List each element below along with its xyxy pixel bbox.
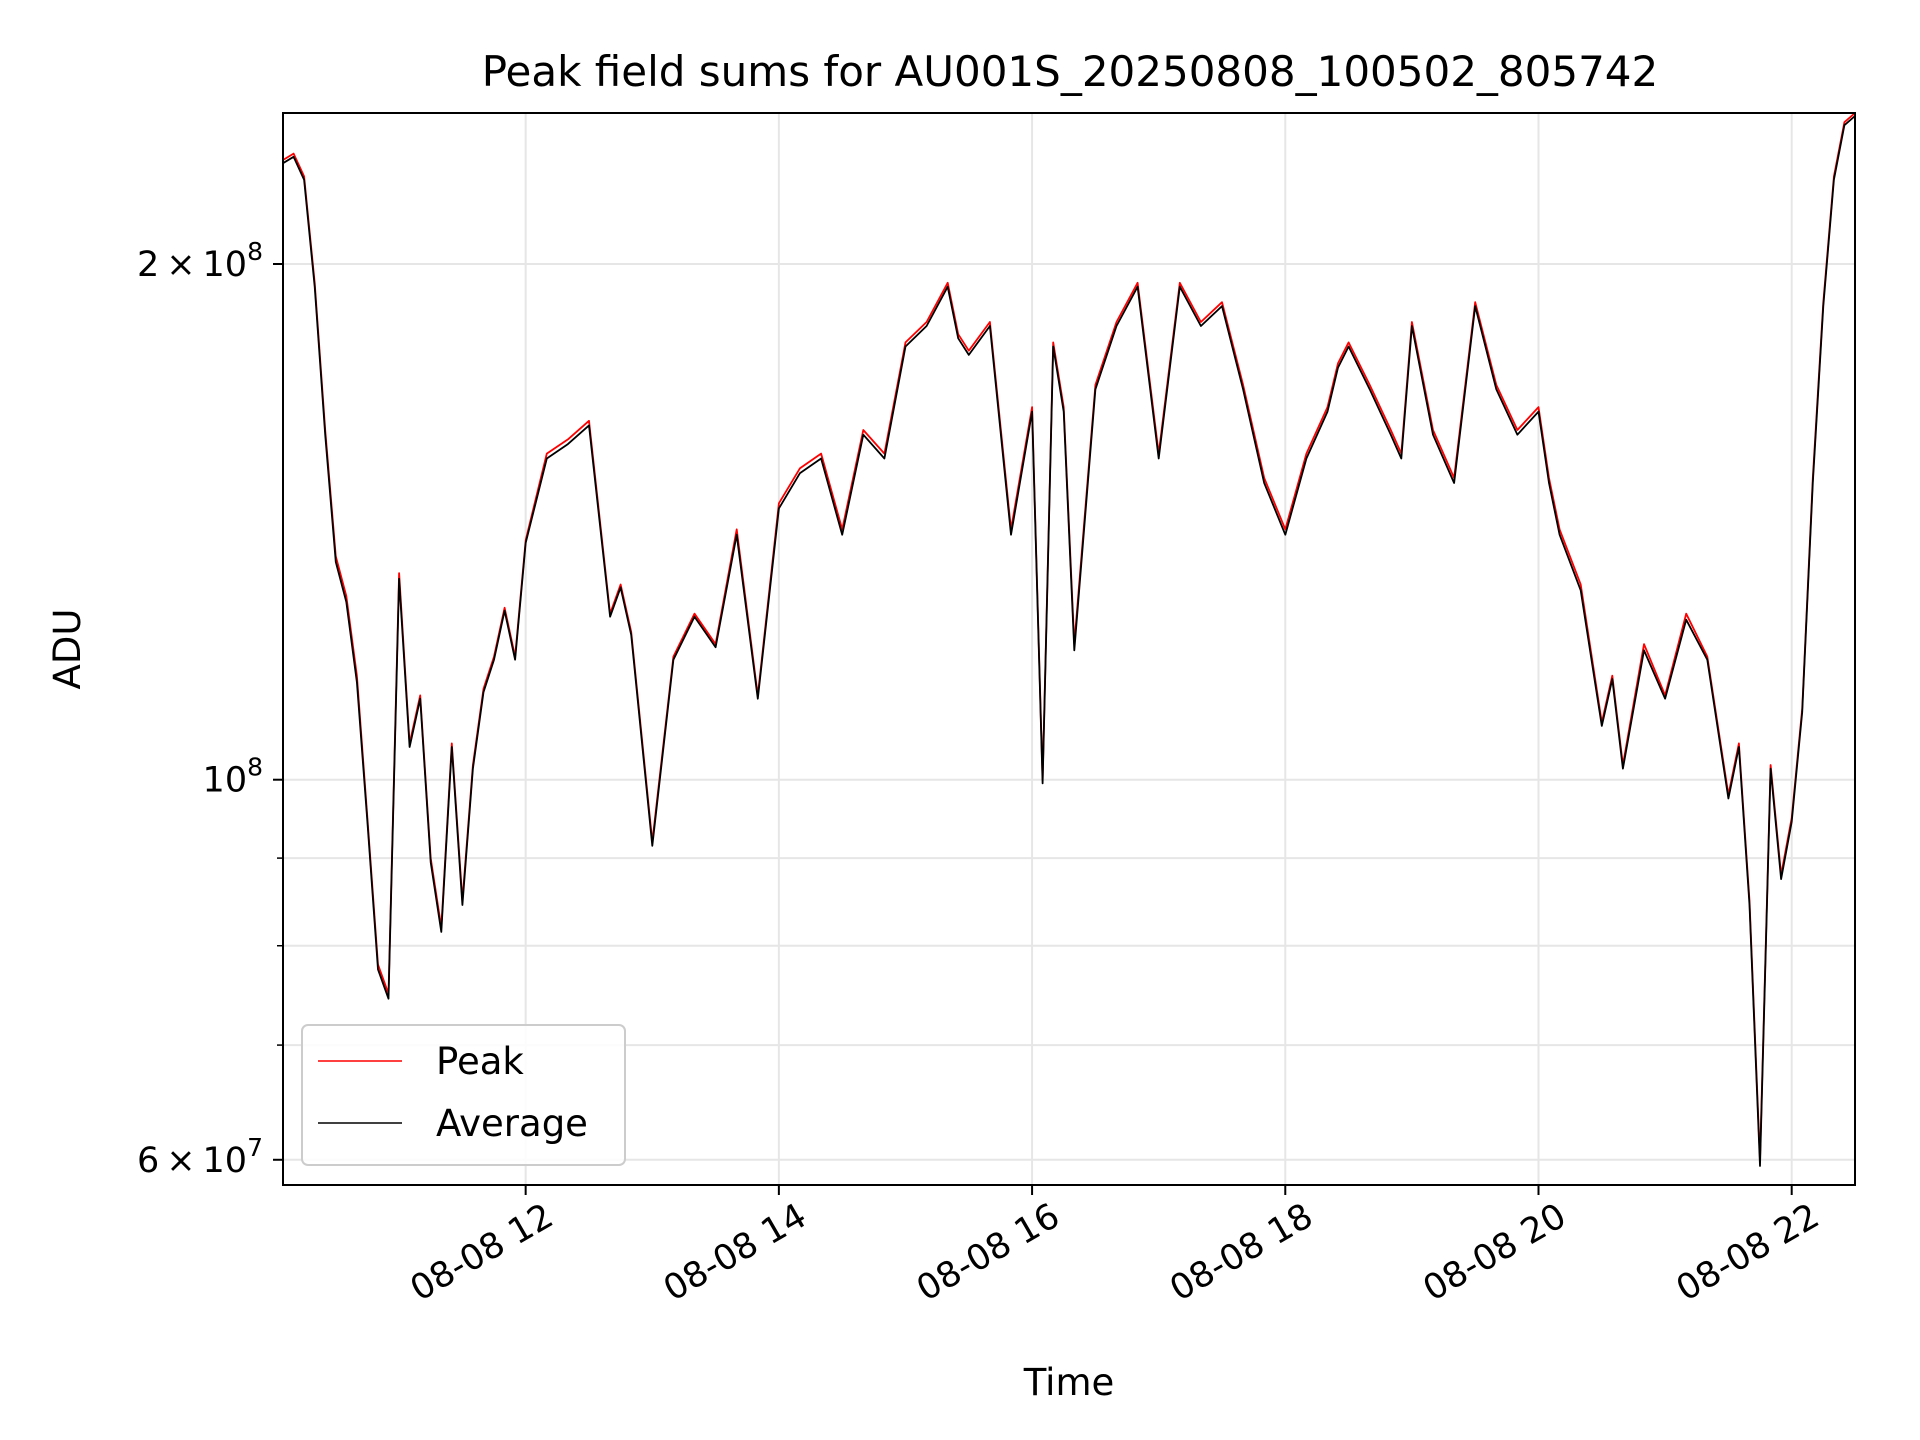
legend: Peak Average [301,1024,626,1166]
y-axis-label: ADU [46,609,89,690]
plot-frame [282,112,1856,1186]
y-tick-label: 2 × 108 [137,237,263,285]
y-tick-label-base: 6 × 10 [137,1141,247,1181]
x-axis-label: Time [1023,1361,1115,1404]
legend-box [301,1024,626,1166]
legend-label-peak: Peak [436,1040,524,1083]
axis-ticks [273,262,1793,1195]
legend-label-average: Average [436,1102,588,1145]
y-tick-label: 108 [203,753,263,801]
chart-title: Peak field sums for AU001S_20250808_1005… [482,47,1659,96]
series-lines [282,112,1856,1167]
y-tick-label-exponent: 7 [247,1133,263,1162]
y-tick-label-exponent: 8 [247,237,263,266]
y-tick-label: 6 × 107 [137,1133,263,1181]
y-tick-label-exponent: 8 [247,753,263,782]
series-line-average [282,115,1856,1167]
y-tick-label-base: 2 × 10 [137,245,247,285]
y-tick-label-base: 10 [203,761,248,801]
